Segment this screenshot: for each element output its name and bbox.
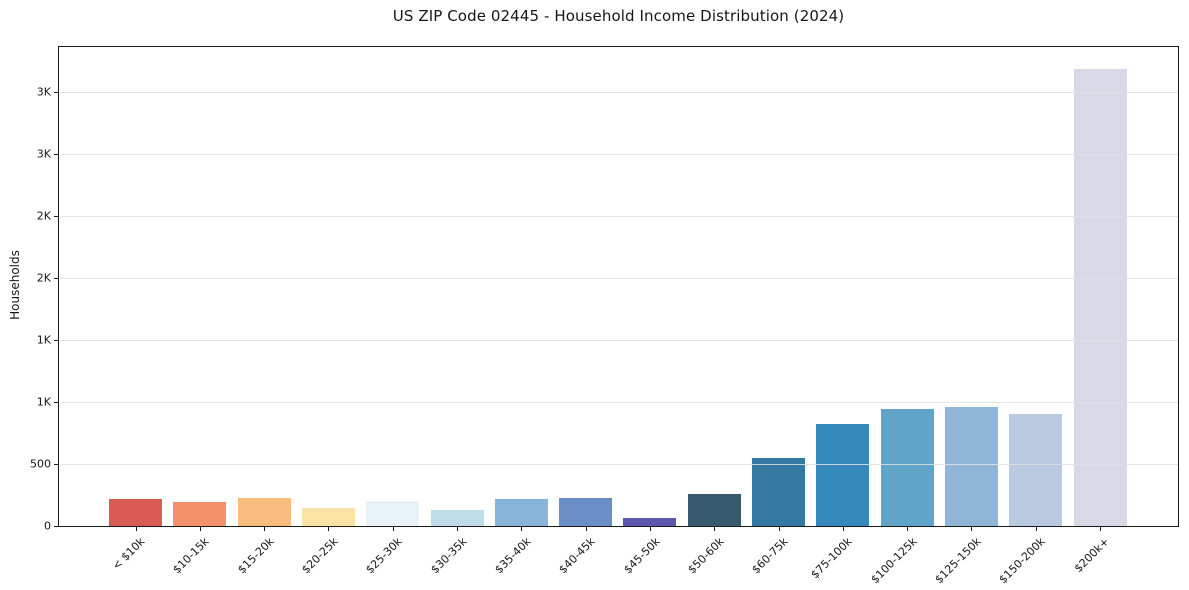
x-tick-mark <box>842 527 844 531</box>
x-tick-label: $45-50k <box>620 535 663 577</box>
x-tick-label: $100-125k <box>868 535 920 587</box>
x-tick-label: $125-150k <box>932 535 984 587</box>
x-tick-label: $50-60k <box>685 535 727 577</box>
bar <box>430 510 484 526</box>
bar <box>173 502 227 526</box>
y-tick-label: 1K <box>36 333 51 347</box>
bar <box>880 408 934 526</box>
x-tick-mark <box>714 527 716 531</box>
gridline <box>59 278 1178 280</box>
x-tick-label: $150-200k <box>996 535 1048 587</box>
bar <box>623 517 677 526</box>
gridline <box>59 340 1178 342</box>
x-tick-mark <box>1035 527 1037 531</box>
bar <box>366 500 420 526</box>
gridline <box>59 92 1178 94</box>
y-tick-mark <box>54 153 58 155</box>
x-tick-mark <box>778 527 780 531</box>
y-tick-label: 3K <box>36 85 51 99</box>
x-tick-label: $35-40k <box>492 535 534 577</box>
x-tick-mark <box>649 527 651 531</box>
y-axis-label: Households <box>8 250 22 320</box>
y-tick-mark <box>54 215 58 217</box>
x-tick-mark <box>907 527 909 531</box>
x-tick-mark <box>1100 527 1101 531</box>
y-tick-mark <box>54 401 58 403</box>
x-tick-label: < $10k <box>110 535 148 573</box>
x-tick-mark <box>392 527 394 531</box>
y-tick-label: 500 <box>30 457 51 471</box>
y-tick-label: 0 <box>44 519 51 533</box>
bar <box>687 493 741 526</box>
x-tick-mark <box>457 527 458 531</box>
y-tick-label: 1K <box>36 395 51 409</box>
bar <box>1009 414 1063 526</box>
y-tick-label: 2K <box>36 209 51 223</box>
y-tick-mark <box>54 91 58 93</box>
x-tick-label: $75-100k <box>808 535 856 582</box>
bar <box>944 407 998 526</box>
x-tick-label: $30-35k <box>427 535 470 577</box>
x-tick-mark <box>328 527 330 531</box>
chart-title: US ZIP Code 02445 - Household Income Dis… <box>392 7 845 25</box>
y-tick-mark <box>54 339 58 341</box>
x-tick-label: $20-25k <box>299 535 341 577</box>
x-tick-label: $200k+ <box>1072 535 1113 576</box>
gridline <box>59 154 1178 156</box>
x-tick-mark <box>199 527 201 531</box>
gridline <box>59 402 1178 404</box>
x-tick-mark <box>585 527 587 531</box>
bar <box>816 424 870 526</box>
x-tick-label: $60-75k <box>749 535 791 577</box>
bar <box>559 498 613 526</box>
x-tick-label: $10-15k <box>170 535 213 577</box>
x-tick-label: $25-30k <box>363 535 405 577</box>
x-tick-mark <box>135 527 137 531</box>
x-tick-label: $40-45k <box>556 535 598 577</box>
bar <box>301 508 355 526</box>
x-tick-mark <box>264 527 266 531</box>
y-tick-mark <box>54 463 58 465</box>
x-tick-label: $15-20k <box>235 535 277 577</box>
gridline <box>59 216 1178 218</box>
plot-area: < $10k $10-15k $15-20k $20-25k $25-30k $30-35… <box>30 46 1179 586</box>
x-tick-mark <box>521 527 523 531</box>
bar <box>109 499 162 526</box>
bar <box>237 497 291 526</box>
y-tick-label: 2K <box>36 271 51 285</box>
y-tick-mark <box>54 525 58 527</box>
bar <box>1073 68 1127 526</box>
bar <box>494 499 548 526</box>
bar <box>752 458 805 526</box>
y-tick-mark <box>54 277 58 279</box>
x-tick-mark <box>971 527 973 531</box>
y-tick-label: 3K <box>36 147 51 161</box>
